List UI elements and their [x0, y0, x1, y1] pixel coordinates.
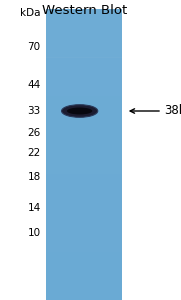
Text: 70: 70	[28, 41, 41, 52]
Bar	[46, 58, 122, 67]
Bar	[46, 67, 122, 77]
Bar	[46, 28, 122, 38]
Ellipse shape	[62, 105, 98, 117]
Text: 22: 22	[28, 148, 41, 158]
Bar	[46, 271, 122, 281]
Bar	[46, 261, 122, 271]
Bar	[46, 290, 122, 300]
Bar	[46, 184, 122, 193]
Bar	[46, 87, 122, 96]
Bar	[46, 280, 122, 290]
Bar	[46, 203, 122, 213]
Bar	[46, 106, 122, 116]
Bar	[46, 232, 122, 242]
Bar	[46, 174, 122, 184]
Text: 10: 10	[28, 227, 41, 238]
Bar	[46, 222, 122, 232]
Bar	[46, 213, 122, 222]
Bar	[46, 96, 122, 106]
Text: 38kDa: 38kDa	[164, 104, 181, 118]
Text: 18: 18	[28, 172, 41, 182]
Bar	[46, 19, 122, 28]
Ellipse shape	[67, 107, 92, 115]
Bar	[46, 135, 122, 145]
Bar	[46, 242, 122, 251]
Text: 44: 44	[28, 80, 41, 91]
Bar	[46, 251, 122, 261]
Bar	[46, 38, 122, 48]
Bar	[46, 154, 122, 164]
Text: 26: 26	[28, 128, 41, 138]
Bar	[46, 164, 122, 174]
Text: Western Blot: Western Blot	[42, 4, 127, 17]
Bar	[46, 125, 122, 135]
Bar	[46, 9, 122, 300]
Text: kDa: kDa	[20, 8, 41, 19]
Bar	[46, 193, 122, 203]
Bar	[46, 9, 122, 19]
Bar	[46, 116, 122, 125]
Bar	[46, 48, 122, 58]
Text: 33: 33	[28, 106, 41, 116]
Bar	[46, 77, 122, 87]
Bar	[46, 145, 122, 154]
Text: 14: 14	[28, 202, 41, 213]
